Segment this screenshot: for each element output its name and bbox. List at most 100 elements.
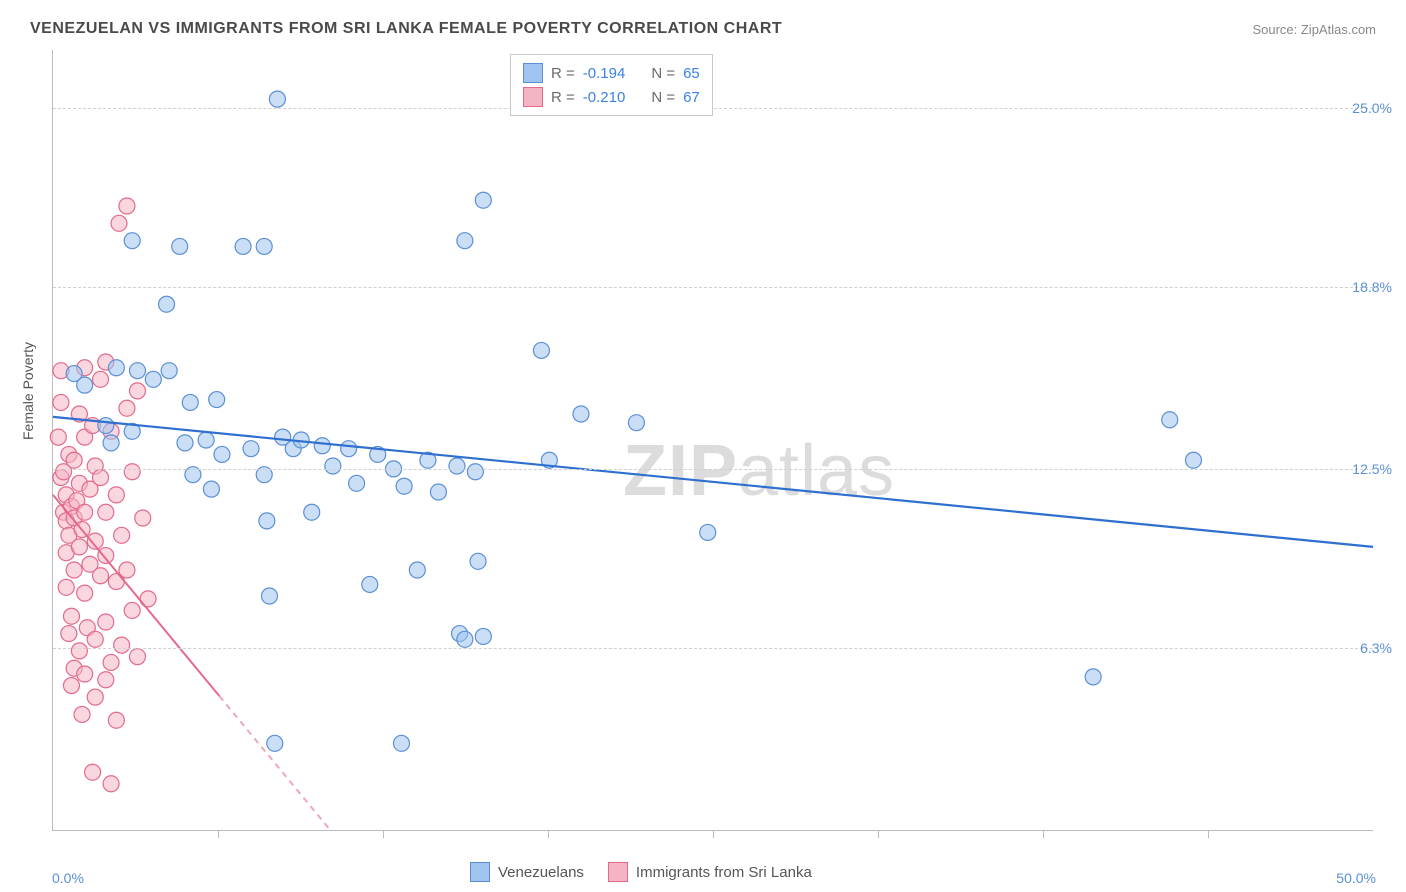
stats-row-1: R = -0.194 N = 65 (523, 61, 700, 85)
x-tick (1208, 830, 1209, 838)
x-max-label: 50.0% (1336, 870, 1376, 886)
scatter-point (449, 458, 465, 474)
scatter-point (50, 429, 66, 445)
scatter-point (314, 438, 330, 454)
scatter-point (259, 513, 275, 529)
y-axis-label: Female Poverty (20, 342, 36, 440)
x-tick (218, 830, 219, 838)
scatter-point (61, 626, 77, 642)
y-tick-label: 12.5% (1352, 461, 1392, 477)
chart-svg (53, 50, 1373, 830)
trend-line-dashed (219, 696, 330, 830)
scatter-point (77, 504, 93, 520)
scatter-point (58, 579, 74, 595)
scatter-point (159, 296, 175, 312)
scatter-point (243, 441, 259, 457)
n-value-1: 65 (683, 65, 700, 82)
scatter-point (71, 539, 87, 555)
scatter-point (93, 568, 109, 584)
scatter-point (700, 524, 716, 540)
scatter-point (457, 233, 473, 249)
scatter-point (114, 527, 130, 543)
legend-item-1: Venezuelans (470, 862, 584, 882)
scatter-point (304, 504, 320, 520)
y-tick-label: 25.0% (1352, 100, 1392, 116)
scatter-point (77, 585, 93, 601)
scatter-point (430, 484, 446, 500)
r-value-2: -0.210 (583, 89, 626, 106)
scatter-point (98, 672, 114, 688)
scatter-point (71, 643, 87, 659)
scatter-point (573, 406, 589, 422)
legend-label-1: Venezuelans (498, 864, 584, 881)
scatter-point (467, 464, 483, 480)
scatter-point (261, 588, 277, 604)
scatter-point (267, 735, 283, 751)
plot-area: ZIPatlas (52, 50, 1373, 831)
legend-bottom: Venezuelans Immigrants from Sri Lanka (470, 862, 812, 882)
scatter-point (98, 418, 114, 434)
scatter-point (628, 415, 644, 431)
scatter-point (209, 392, 225, 408)
scatter-point (269, 91, 285, 107)
scatter-point (198, 432, 214, 448)
scatter-point (77, 377, 93, 393)
scatter-point (396, 478, 412, 494)
x-min-label: 0.0% (52, 870, 84, 886)
r-label-1: R = (551, 65, 575, 82)
chart-title: VENEZUELAN VS IMMIGRANTS FROM SRI LANKA … (30, 20, 782, 38)
source-label: Source: ZipAtlas.com (1252, 22, 1376, 37)
legend-item-2: Immigrants from Sri Lanka (608, 862, 812, 882)
scatter-point (74, 706, 90, 722)
r-label-2: R = (551, 89, 575, 106)
scatter-point (119, 400, 135, 416)
scatter-point (393, 735, 409, 751)
scatter-point (124, 233, 140, 249)
scatter-point (203, 481, 219, 497)
x-tick (548, 830, 549, 838)
scatter-point (111, 215, 127, 231)
scatter-point (349, 475, 365, 491)
scatter-point (63, 608, 79, 624)
scatter-point (161, 363, 177, 379)
scatter-point (119, 198, 135, 214)
scatter-point (66, 562, 82, 578)
scatter-point (182, 394, 198, 410)
x-tick (383, 830, 384, 838)
n-value-2: 67 (683, 89, 700, 106)
scatter-point (98, 614, 114, 630)
x-tick (713, 830, 714, 838)
scatter-point (103, 435, 119, 451)
gridline (53, 108, 1373, 109)
scatter-point (85, 764, 101, 780)
swatch-series-2 (523, 87, 543, 107)
scatter-point (98, 504, 114, 520)
x-tick (878, 830, 879, 838)
scatter-point (1085, 669, 1101, 685)
scatter-point (66, 452, 82, 468)
scatter-point (53, 394, 69, 410)
scatter-point (129, 383, 145, 399)
scatter-point (124, 602, 140, 618)
scatter-point (108, 712, 124, 728)
scatter-point (145, 371, 161, 387)
scatter-point (172, 238, 188, 254)
swatch-series-1 (523, 63, 543, 83)
r-value-1: -0.194 (583, 65, 626, 82)
scatter-point (129, 363, 145, 379)
scatter-point (457, 631, 473, 647)
legend-swatch-1 (470, 862, 490, 882)
scatter-point (235, 238, 251, 254)
legend-swatch-2 (608, 862, 628, 882)
scatter-point (475, 628, 491, 644)
stats-row-2: R = -0.210 N = 67 (523, 85, 700, 109)
y-tick-label: 6.3% (1360, 640, 1392, 656)
gridline (53, 648, 1373, 649)
scatter-point (93, 371, 109, 387)
scatter-point (87, 631, 103, 647)
scatter-point (129, 649, 145, 665)
scatter-point (63, 678, 79, 694)
scatter-point (470, 553, 486, 569)
scatter-point (362, 576, 378, 592)
stats-legend: R = -0.194 N = 65 R = -0.210 N = 67 (510, 54, 713, 116)
